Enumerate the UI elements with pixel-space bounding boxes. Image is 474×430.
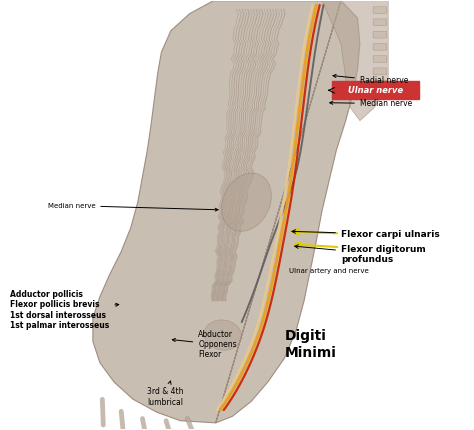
FancyBboxPatch shape	[331, 81, 419, 99]
Ellipse shape	[204, 320, 242, 350]
Text: Ulnar artery and nerve: Ulnar artery and nerve	[289, 268, 369, 274]
FancyBboxPatch shape	[373, 68, 387, 75]
Polygon shape	[93, 1, 360, 423]
FancyBboxPatch shape	[373, 92, 387, 99]
Text: Median nerve: Median nerve	[330, 99, 412, 108]
Text: Flexor digitorum
profundus: Flexor digitorum profundus	[295, 245, 426, 264]
Text: Median nerve: Median nerve	[47, 203, 218, 211]
FancyBboxPatch shape	[373, 19, 387, 26]
Text: Ulnar nerve: Ulnar nerve	[347, 86, 403, 95]
FancyBboxPatch shape	[373, 7, 387, 14]
FancyBboxPatch shape	[373, 31, 387, 38]
Polygon shape	[322, 1, 388, 121]
Text: 3rd & 4th
lumbrical: 3rd & 4th lumbrical	[147, 381, 184, 407]
Text: Abductor
Opponens
Flexor: Abductor Opponens Flexor	[173, 329, 237, 359]
Text: Digiti
Minimi: Digiti Minimi	[284, 329, 336, 359]
Ellipse shape	[221, 173, 272, 231]
Text: Adductor pollicis
Flexor pollicis brevis
1st dorsal interosseus
1st palmar inter: Adductor pollicis Flexor pollicis brevis…	[10, 290, 119, 330]
Text: Radial nerve: Radial nerve	[333, 74, 408, 85]
Text: Flexor carpi ulnaris: Flexor carpi ulnaris	[292, 230, 440, 239]
FancyBboxPatch shape	[373, 80, 387, 87]
FancyBboxPatch shape	[373, 43, 387, 50]
FancyBboxPatch shape	[373, 55, 387, 62]
